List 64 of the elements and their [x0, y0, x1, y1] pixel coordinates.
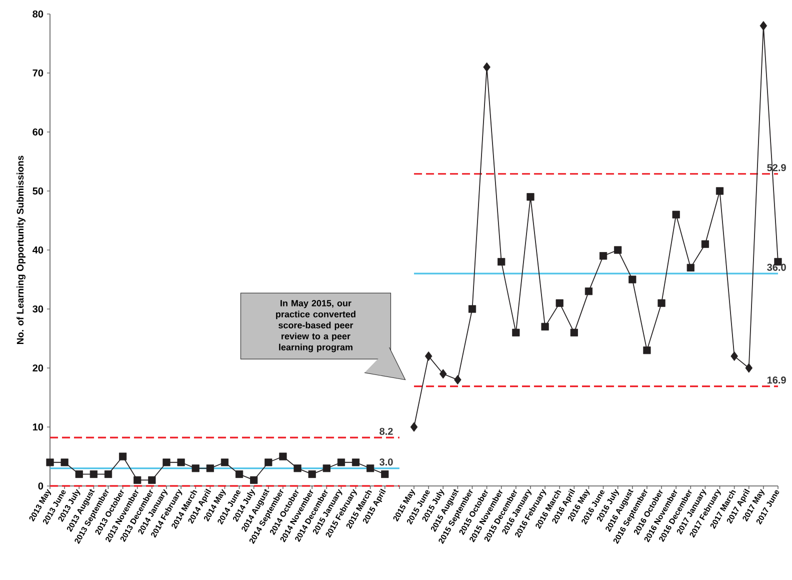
point — [322, 464, 330, 472]
point — [599, 252, 608, 260]
point — [75, 470, 83, 478]
y-tick-label: 80 — [32, 10, 44, 18]
point — [60, 458, 68, 466]
point — [643, 346, 651, 354]
point — [308, 470, 316, 478]
point — [468, 305, 476, 313]
y-tick-label: 60 — [32, 128, 44, 136]
point — [512, 328, 520, 336]
point — [192, 464, 200, 472]
y-tick-label: 50 — [32, 187, 44, 195]
point — [454, 374, 462, 385]
y-tick-label: 70 — [32, 69, 44, 77]
y-tick-label: 30 — [32, 305, 44, 313]
data-label: 3.0 — [380, 458, 393, 466]
y-axis-title: No. of Learning Opportunity Submissions — [16, 156, 26, 344]
point — [498, 258, 506, 266]
point — [235, 470, 244, 478]
y-tick-label: 10 — [32, 423, 44, 431]
point — [686, 264, 694, 272]
data-label: 8.2 — [380, 428, 393, 435]
point — [337, 458, 346, 466]
point — [424, 351, 432, 361]
point — [294, 464, 302, 472]
point — [366, 464, 374, 472]
point — [250, 476, 258, 484]
point — [730, 351, 738, 361]
point — [177, 458, 185, 466]
annotation: In May 2015, our practice converted score-based peer review to a peer learning program — [276, 300, 356, 352]
point — [381, 470, 389, 478]
point — [220, 458, 229, 466]
point — [46, 458, 54, 466]
data-label: 36.0 — [767, 264, 786, 271]
point — [628, 276, 636, 284]
point — [672, 210, 680, 218]
point — [119, 452, 127, 460]
point — [745, 363, 753, 373]
point — [148, 476, 156, 484]
y-tick-label: 20 — [32, 364, 44, 372]
point — [556, 299, 564, 307]
point — [584, 287, 593, 296]
point — [90, 470, 98, 478]
point — [658, 299, 666, 307]
point — [162, 458, 170, 466]
point — [483, 62, 490, 72]
point — [410, 422, 418, 432]
point — [264, 458, 272, 466]
point — [614, 246, 622, 254]
point — [206, 464, 214, 472]
y-tick-label: 40 — [32, 246, 44, 254]
point — [541, 322, 549, 330]
point — [570, 328, 578, 336]
point — [134, 476, 142, 484]
point — [279, 452, 287, 460]
y-tick-label: 0 — [38, 482, 44, 490]
point — [760, 20, 768, 31]
point — [701, 240, 709, 248]
point — [439, 369, 447, 379]
data-label: 16.9 — [767, 376, 786, 384]
point — [104, 470, 112, 478]
point — [526, 193, 534, 201]
point — [352, 458, 360, 466]
point — [716, 187, 724, 195]
